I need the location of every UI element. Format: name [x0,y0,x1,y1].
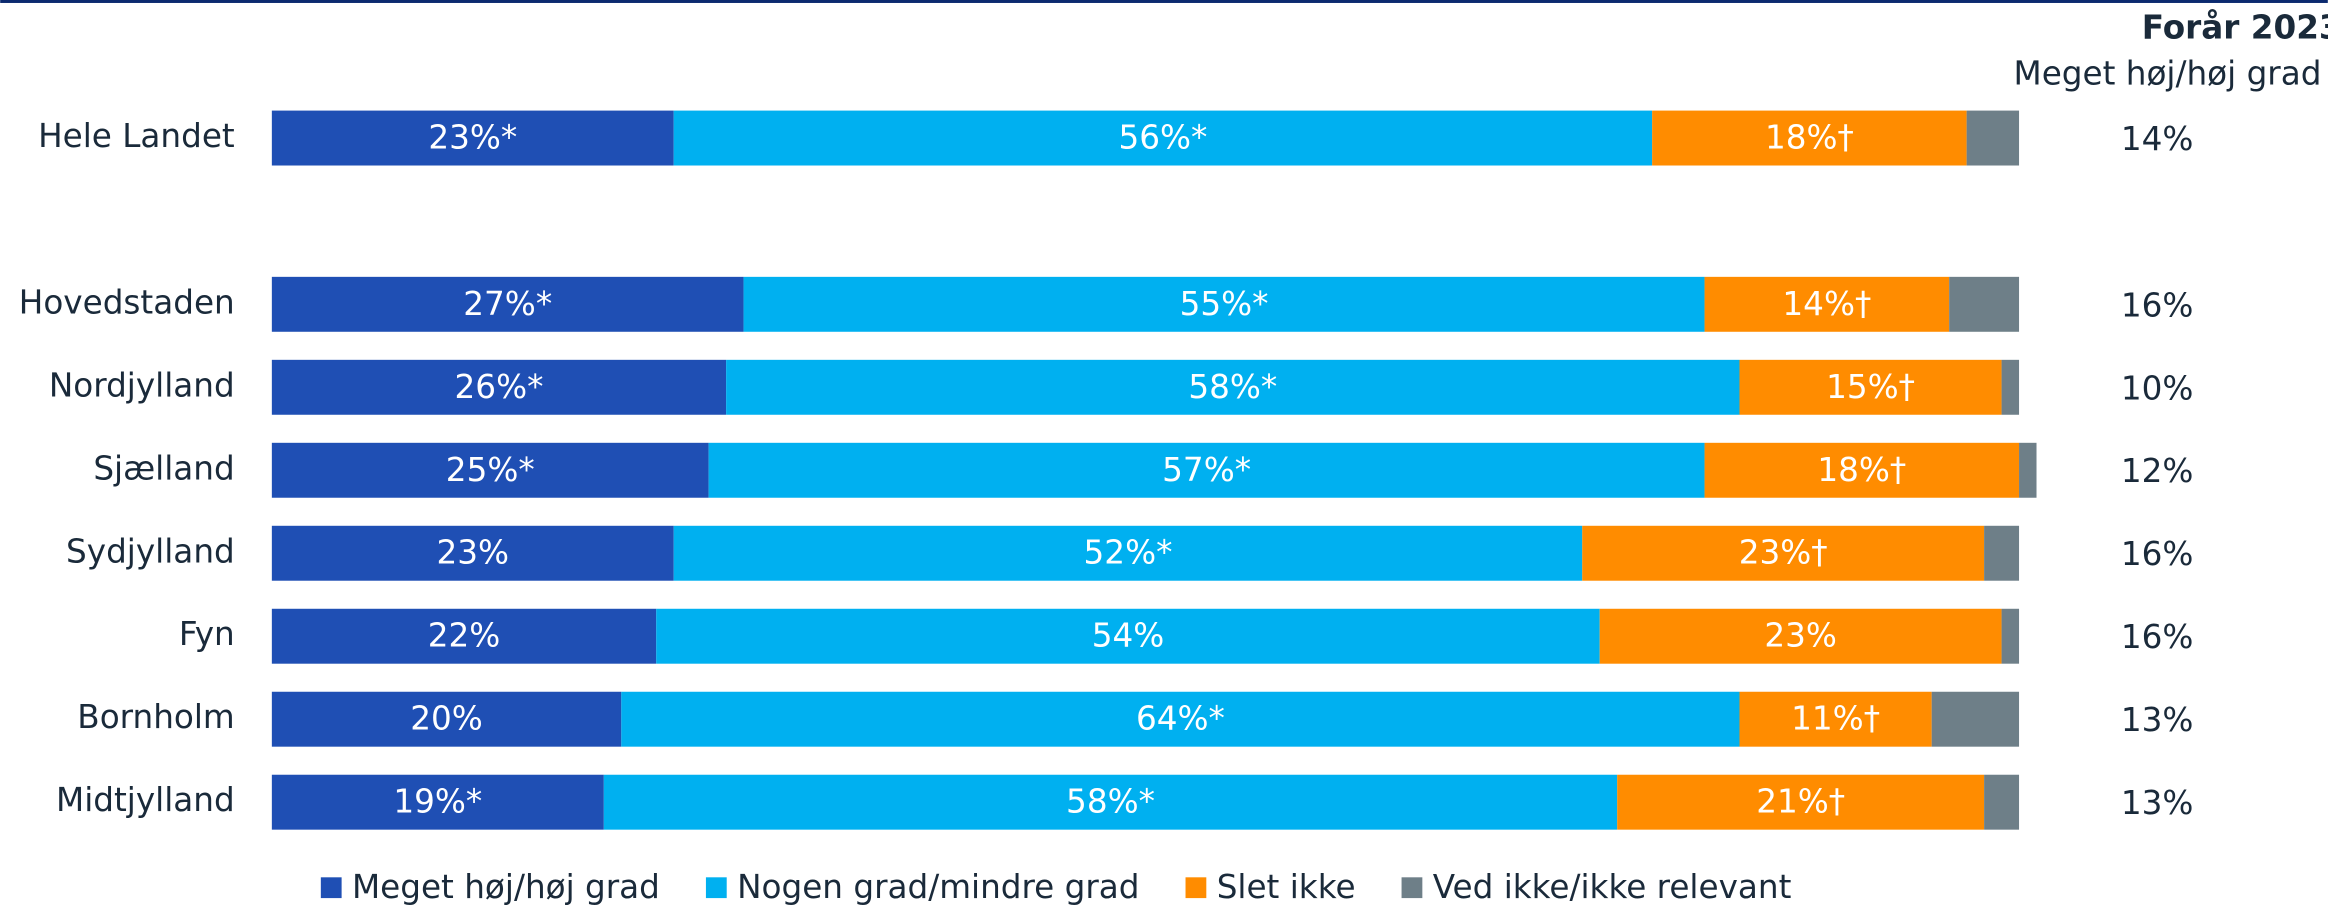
value-label: 23% [436,534,509,572]
value-label: 15%† [1826,368,1915,406]
legend-swatch [705,877,727,899]
bar-segment [2001,608,2020,664]
value-label: 58%* [1188,368,1277,406]
category-label: Sjælland [93,449,234,487]
bar-segment [271,691,622,747]
bar-segment [271,774,604,830]
value-label: 11%† [1791,700,1880,738]
bar-segment [1931,691,2020,747]
value-label: 18%† [1765,119,1854,157]
comparison-value: 16% [2121,286,2194,324]
bar-segment [1704,442,2020,498]
comparison-value: 16% [2121,535,2194,573]
bar-segment [271,276,744,332]
legend-label: Ved ikke/ikke relevant [1433,868,1792,906]
value-label: 23% [1764,617,1837,655]
value-label: 20% [410,700,483,738]
bar-segment [1984,774,2020,830]
value-label: 23%* [428,119,517,157]
comparison-value: 16% [2121,618,2194,656]
value-label: 21%† [1756,783,1845,821]
bar-segment [708,442,1705,498]
comparison-subtitle: Meget høj/høj grad [2014,55,2322,93]
top-rule [0,0,2328,3]
value-label: 18%† [1817,451,1906,489]
comparison-value: 14% [2121,120,2194,158]
bar-segment [726,359,1740,415]
bar-segment [271,359,727,415]
legend-label: Meget høj/høj grad [352,868,660,906]
value-label: 23%† [1739,534,1828,572]
bar-segment [673,110,1653,166]
comparison-value: 12% [2121,452,2194,490]
value-label: 57%* [1162,451,1251,489]
bar-segment [673,525,1583,581]
category-label: Bornholm [77,698,234,736]
bar-segment [743,276,1705,332]
bar-segment [271,608,657,664]
value-label: 19%* [393,783,482,821]
bar-segment [1949,276,2020,332]
category-label: Hele Landet [38,117,235,155]
bar-segment [1617,774,1985,830]
bar-segment [1582,525,1985,581]
value-label: 25%* [446,451,535,489]
bar-segment [1966,110,2020,166]
comparison-value: 13% [2121,784,2194,822]
bar-segment [1739,691,1932,747]
comparison-title: Forår 2023 [2142,9,2328,47]
bar-segment [271,525,674,581]
value-label: 27%* [463,285,552,323]
bar-segment [603,774,1618,830]
bar-segment [271,442,709,498]
legend-label: Nogen grad/mindre grad [737,868,1139,906]
comparison-value: 13% [2121,701,2194,739]
value-label: 56%* [1118,119,1207,157]
category-label: Midtjylland [56,781,235,819]
bar-segment [1739,359,2002,415]
value-label: 26%* [455,368,544,406]
legend-swatch [320,877,342,899]
category-label: Sydjylland [66,532,235,570]
value-label: 55%* [1180,285,1269,323]
bar-segment [2001,359,2020,415]
category-label: Hovedstaden [19,283,235,321]
bar-segment [1599,608,2002,664]
value-label: 52%* [1084,534,1173,572]
bar-segment [1984,525,2020,581]
bar-segment [621,691,1740,747]
category-label: Fyn [179,615,235,653]
bar-segment [1652,110,1967,166]
value-label: 58%* [1066,783,1155,821]
category-label: Nordjylland [49,366,235,404]
value-label: 64%* [1136,700,1225,738]
legend-label: Slet ikke [1217,868,1356,906]
value-label: 14%† [1782,285,1871,323]
value-label: 22% [428,617,501,655]
legend-swatch [1185,877,1207,899]
bar-segment [271,110,674,166]
bar-segment [1704,276,1950,332]
bar-segment [656,608,1600,664]
comparison-value: 10% [2121,369,2194,407]
bar-segment [2019,442,2037,498]
legend-swatch [1401,877,1423,899]
value-label: 54% [1092,617,1165,655]
